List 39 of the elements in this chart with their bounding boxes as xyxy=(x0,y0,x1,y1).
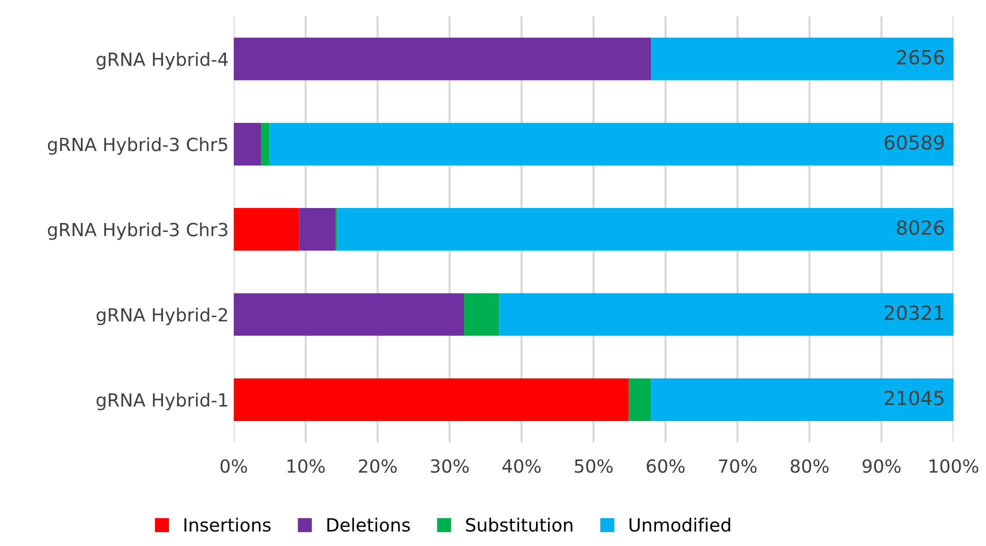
legend-label: Deletions xyxy=(327,518,410,532)
bar xyxy=(234,378,629,421)
bar xyxy=(270,122,954,166)
x-tick-label: 20% xyxy=(358,459,397,473)
x-tick-label: 40% xyxy=(502,459,541,473)
legend-label: Unmodified xyxy=(630,518,730,532)
bar xyxy=(234,208,300,251)
bar xyxy=(651,378,954,421)
x-tick-label: 50% xyxy=(574,459,613,473)
bar xyxy=(651,38,954,80)
x-tick-label: 70% xyxy=(718,459,757,473)
x-tick-label: 10% xyxy=(288,459,325,473)
bar xyxy=(464,293,500,336)
x-tick-label: 100% xyxy=(930,459,978,473)
annotation: 8026 xyxy=(896,220,944,235)
y-tick-label: gRNA Hybrid-3 Chr5 xyxy=(48,137,228,155)
annotation: 20321 xyxy=(884,305,944,320)
y-tick-label: gRNA Hybrid-2 xyxy=(96,308,228,326)
bar xyxy=(234,122,262,166)
bar xyxy=(337,208,954,251)
x-tick-label: 90% xyxy=(862,459,901,473)
y-tick-label: gRNA Hybrid-1 xyxy=(96,392,228,410)
annotation: 21045 xyxy=(884,390,944,406)
bar xyxy=(299,208,336,251)
annotation: 2656 xyxy=(897,50,944,65)
legend-label: Substitution xyxy=(466,518,572,532)
bar xyxy=(261,122,270,166)
y-tick-label: gRNA Hybrid-3 Chr3 xyxy=(48,222,228,240)
legend-label: Insertions xyxy=(184,518,271,532)
x-tick-label: 60% xyxy=(646,459,685,473)
y-tick-label: gRNA Hybrid-4 xyxy=(96,52,228,70)
bar xyxy=(234,38,652,80)
bar xyxy=(234,293,464,336)
bar xyxy=(628,378,652,421)
annotation: 60589 xyxy=(884,135,944,150)
x-tick-label: 80% xyxy=(790,459,829,473)
x-tick-label: 0% xyxy=(220,459,248,473)
x-tick-label: 30% xyxy=(430,459,469,473)
bar xyxy=(499,293,954,336)
